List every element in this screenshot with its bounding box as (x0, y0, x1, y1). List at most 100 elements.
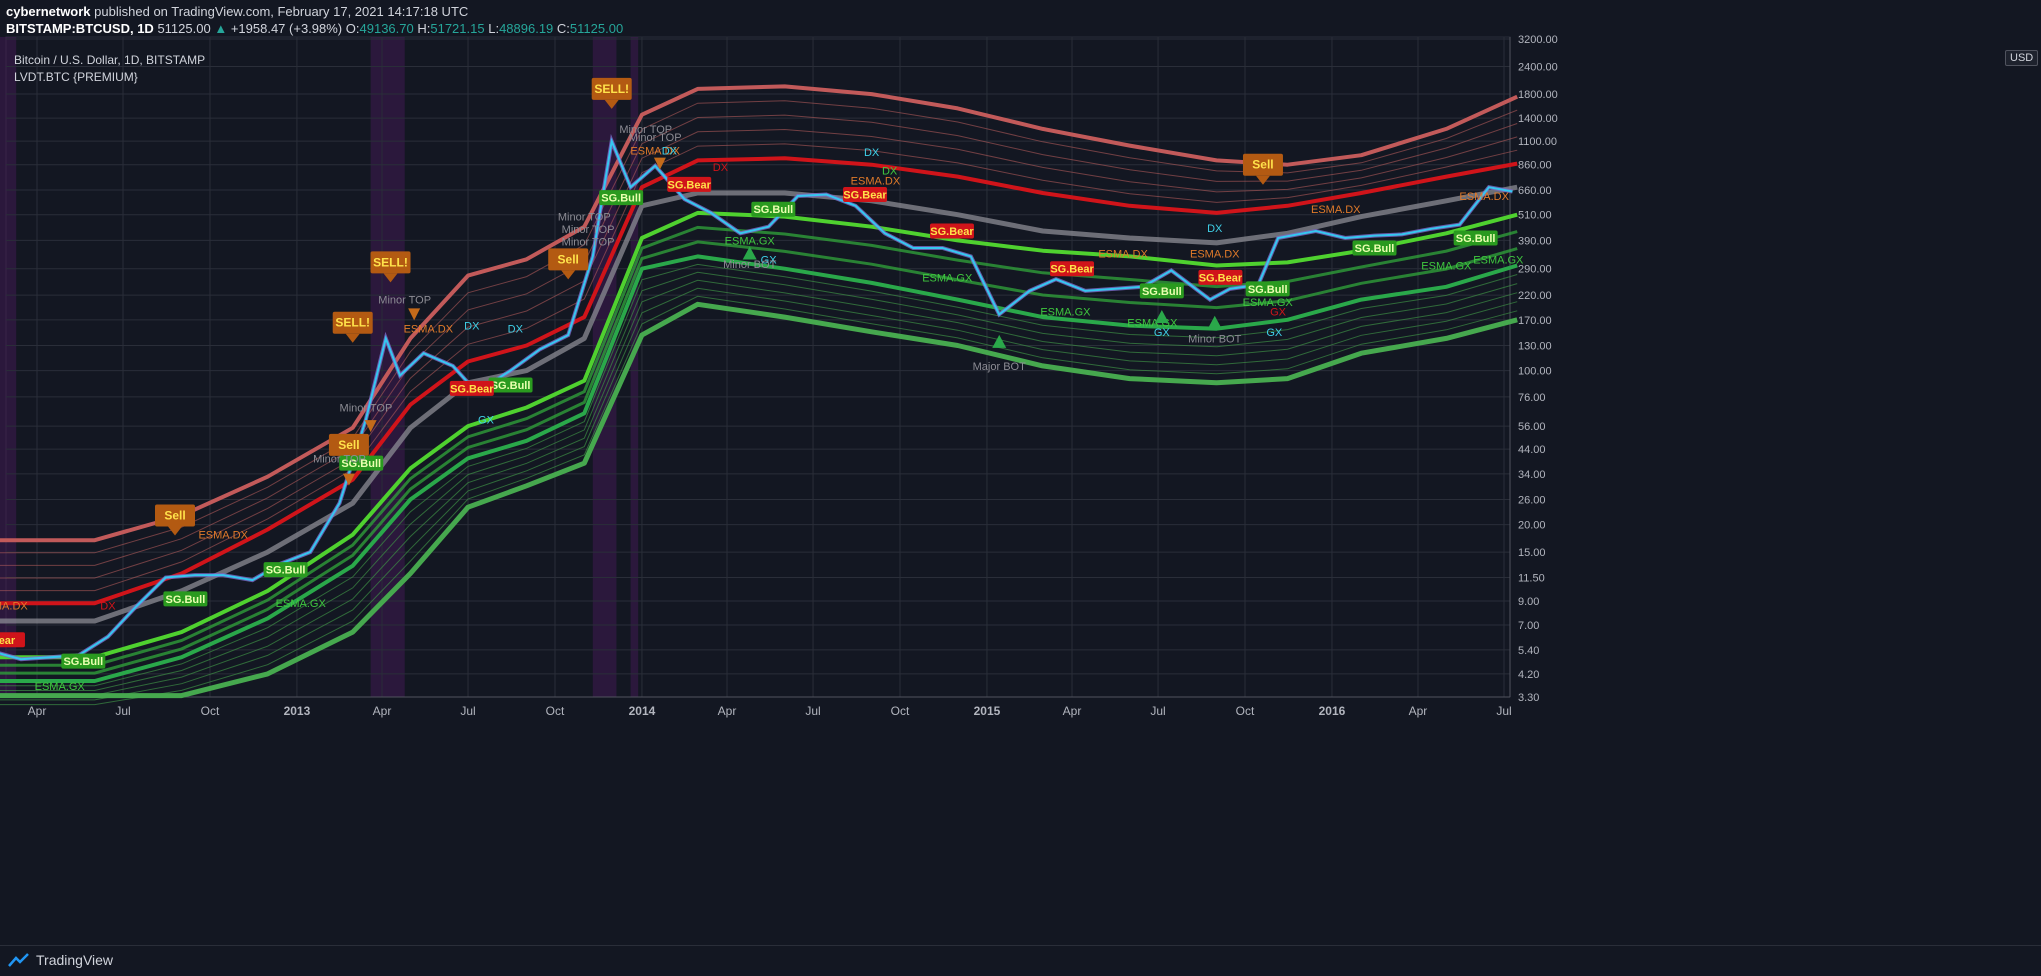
annotation-label: ESMA.DX (198, 530, 248, 542)
y-tick-label: 15.00 (1518, 547, 1546, 559)
annotation-label: DX (508, 324, 524, 336)
sell-arrow-icon (383, 273, 398, 283)
annotation-label: ESMA.DX (1311, 204, 1361, 216)
indicator-legend[interactable]: LVDT.BTC {PREMIUM} (14, 70, 138, 84)
x-tick-label: Oct (1236, 704, 1255, 718)
close-label: C: (556, 21, 570, 36)
mid-green-band (0, 240, 1518, 675)
annotation-label: SG.Bear (1050, 264, 1094, 276)
green-band (0, 254, 1518, 683)
annotation-label: Sell (164, 508, 185, 522)
annotation-box (1050, 261, 1095, 277)
annotation-label: SG.Bull (491, 380, 531, 392)
annotation-label: Minor TOP (562, 224, 615, 236)
annotation-label: ESMA.GX (1473, 254, 1524, 266)
annotation-label: SG.Bull (166, 594, 206, 606)
y-tick-label: 5.40 (1518, 645, 1539, 657)
annotation-label: SG.Bear (667, 179, 711, 191)
y-tick-label: 4.20 (1518, 669, 1539, 681)
red-band (0, 156, 1518, 606)
annotation-box (1198, 269, 1243, 285)
y-tick-label: 860.00 (1518, 160, 1552, 172)
annotation-box (929, 223, 974, 239)
annotation-label: SG.Bull (341, 458, 381, 470)
annotation-box (591, 77, 632, 100)
author-name[interactable]: cybernetwork (6, 4, 91, 19)
y-tick-label: 170.00 (1518, 315, 1552, 327)
annotation-box (599, 190, 644, 206)
high-label: H: (417, 21, 431, 36)
y-tick-label: 390.00 (1518, 235, 1552, 247)
lower-thin-band (0, 279, 1518, 696)
x-tick-label: Jul (1496, 704, 1511, 718)
annotation-label: ESMA.GX (1421, 260, 1472, 272)
annotation-label: DX (100, 600, 116, 612)
annotation-label: DX (713, 162, 729, 174)
annotation-label: GX (1266, 327, 1283, 339)
annotation-label: DX (1207, 223, 1223, 235)
sell-arrow-icon (345, 333, 360, 343)
annotation-label: ESMA.GX (1243, 297, 1294, 309)
annotation-box (667, 176, 712, 192)
y-tick-label: 44.00 (1518, 444, 1546, 456)
annotation-box (1139, 283, 1184, 299)
y-tick-label: 34.00 (1518, 469, 1546, 481)
lower-thin-band (0, 263, 1518, 687)
annotation-label: Minor TOP (619, 124, 672, 136)
annotation-label: GX (1270, 307, 1287, 319)
annotation-label: SG.Bear (930, 226, 974, 238)
x-tick-label: Jul (115, 704, 130, 718)
upper-thin-band (0, 128, 1518, 579)
bottom-band (0, 301, 1518, 699)
x-tick-label: Apr (1409, 704, 1428, 718)
annotation-label: SG.Bull (601, 193, 641, 205)
annotation-box (370, 251, 411, 274)
y-tick-label: 26.00 (1518, 494, 1546, 506)
annotation-label: Minor TOP (558, 212, 611, 224)
currency-badge[interactable]: USD (2005, 50, 2039, 66)
annotation-label: Major BOT (973, 361, 1026, 373)
y-tick-label: 290.00 (1518, 264, 1552, 276)
sell-arrow-icon (604, 99, 619, 109)
annotation-label: GX (478, 414, 495, 426)
y-tick-label: 2400.00 (1518, 62, 1558, 74)
y-tick-label: 220.00 (1518, 290, 1552, 302)
annotation-label: SG.Bear (843, 190, 887, 202)
annotation-label: GX (761, 254, 778, 266)
x-tick-label: 2016 (1319, 704, 1346, 718)
annotation-label: SG.Bull (1248, 284, 1288, 296)
bottom-triangle-icon (992, 334, 1007, 348)
low-label: L: (488, 21, 500, 36)
annotation-label: SG.Bull (266, 565, 306, 577)
tradingview-logo[interactable]: TradingView (8, 952, 113, 968)
annotation-box (751, 201, 796, 217)
annotation-label: DX (662, 145, 678, 157)
annotation-label: ESMA.DX (1098, 249, 1148, 261)
annotation-label: ESMA.GX (922, 272, 973, 284)
x-tick-label: 2013 (284, 704, 311, 718)
x-tick-label: 2014 (629, 704, 656, 718)
x-tick-label: Apr (28, 704, 47, 718)
annotation-label: ESMA.DX (404, 324, 454, 336)
annotation-label: SG.Bull (1355, 243, 1395, 255)
low-value: 48896.19 (499, 21, 554, 36)
bottom-triangle-icon (1207, 315, 1222, 329)
publish-line: cybernetwork published on TradingView.co… (6, 4, 468, 19)
sell-arrow-icon (1255, 175, 1270, 185)
annotation-label: DX (864, 147, 880, 159)
open-label: O: (345, 21, 360, 36)
annotation-label: Sell (1252, 158, 1273, 172)
lower-thin-band (0, 295, 1518, 706)
annotation-label: Sell (338, 438, 359, 452)
y-tick-label: 510.00 (1518, 210, 1552, 222)
price-chart[interactable]: 3.30 4.20 5.40 7.00 9.00 11.50 15.00 20.00 26.00… (0, 0, 2041, 945)
annotation-box (1352, 240, 1397, 256)
annotation-label: Minor BOT (1188, 333, 1241, 345)
y-tick-label: 76.00 (1518, 392, 1546, 404)
y-tick-label: 130.00 (1518, 341, 1552, 353)
annotation-box (1245, 281, 1290, 297)
annotation-label: SG.Bull (1142, 286, 1182, 298)
annotation-label: SELL! (373, 255, 408, 269)
y-tick-label: 56.00 (1518, 421, 1546, 433)
annotation-label: SG.Bull (753, 204, 793, 216)
